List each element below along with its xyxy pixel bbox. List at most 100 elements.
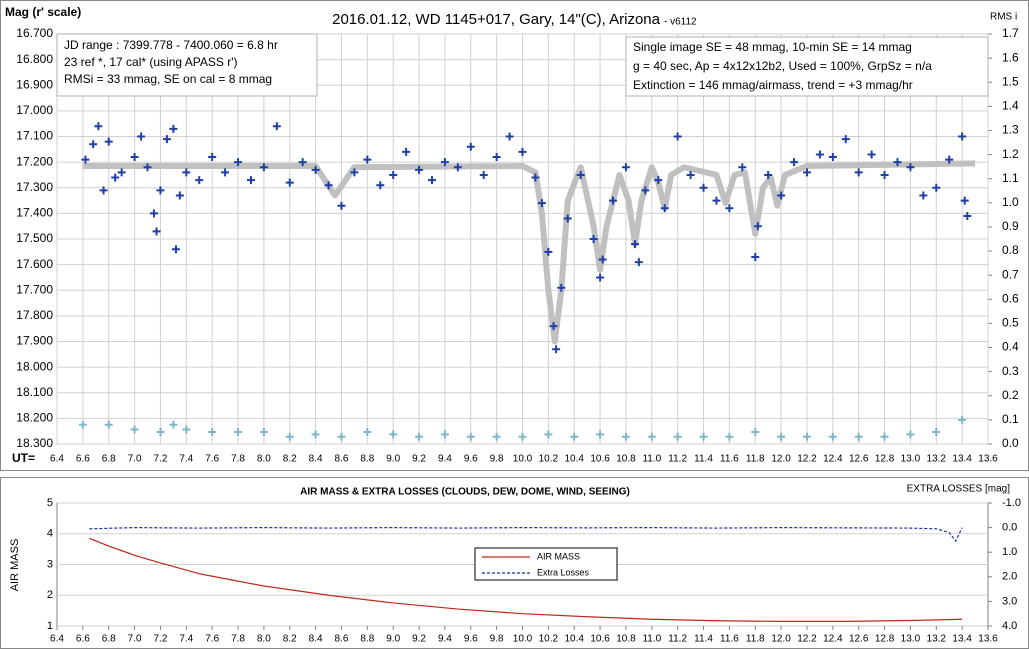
data-point [518, 432, 527, 441]
data-point [298, 158, 307, 167]
data-point [208, 153, 217, 161]
data-point [647, 432, 656, 441]
x-tick-label: 7.2 [153, 634, 167, 645]
x-tick-label: 8.0 [257, 454, 271, 465]
data-point [777, 191, 786, 200]
x-tick-label: 12.8 [875, 454, 895, 465]
data-point [234, 427, 243, 436]
y-tick-label: 18.300 [16, 436, 53, 450]
data-point [440, 430, 449, 439]
y2-tick-label: 1.5 [1002, 74, 1019, 88]
y2-tick-label: 1.4 [1002, 99, 1019, 113]
data-point [932, 183, 941, 192]
data-point [78, 420, 87, 429]
trend-line [89, 537, 963, 622]
x-tick-label: 11.4 [694, 634, 713, 645]
annotation-box [625, 36, 989, 97]
y-tick-label: 17.600 [16, 257, 53, 271]
data-point [156, 186, 165, 195]
data-point [137, 132, 146, 141]
data-point [854, 432, 863, 441]
y-tick-label: 18.000 [16, 359, 53, 373]
x-tick-label: 13.4 [952, 634, 972, 645]
data-point [117, 168, 126, 177]
y-tick-label: 16.900 [16, 77, 53, 91]
data-point [221, 168, 230, 177]
data-point [311, 430, 320, 439]
x-tick-label: 13.6 [978, 634, 998, 645]
data-point [738, 163, 747, 172]
data-point [777, 432, 786, 441]
data-point [130, 153, 139, 161]
data-point [712, 196, 721, 205]
data-point [492, 153, 501, 161]
data-point [285, 432, 294, 441]
x-tick-label: 9.0 [386, 634, 400, 645]
y-axis-label: AIR MASS [9, 539, 21, 592]
chart-title: AIR MASS & EXTRA LOSSES (CLOUDS, DEW, DO… [300, 487, 630, 498]
data-point [171, 245, 180, 254]
y2-tick-label: 3.0 [1002, 595, 1017, 607]
y2-tick-label: 1.3 [1002, 123, 1019, 137]
x-tick-label: 10.4 [564, 634, 584, 645]
data-point [466, 142, 475, 151]
x-tick-label: 7.8 [231, 454, 245, 465]
data-point [182, 168, 191, 177]
y-tick-label: 17.400 [16, 206, 53, 220]
data-point [337, 201, 346, 210]
annotation: Single image SE = 48 mmag, 10-min SE = 1… [633, 40, 912, 54]
data-point [828, 432, 837, 441]
x-tick-label: 8.6 [335, 454, 349, 465]
data-point [81, 155, 90, 164]
x-tick-label: 10.8 [616, 634, 636, 645]
x-tick-label: 12.4 [823, 454, 843, 465]
y2-tick-label: 0.7 [1002, 267, 1019, 281]
data-point [285, 178, 294, 187]
data-point [402, 147, 411, 156]
x-tick-label: 12.6 [849, 454, 869, 465]
x-tick-label: 8.4 [309, 454, 323, 465]
y2-tick-label: 0.1 [1002, 412, 1019, 426]
x-tick-label: 10.2 [539, 634, 559, 645]
data-point [389, 170, 398, 179]
data-point [549, 322, 558, 331]
data-point [589, 235, 598, 243]
data-point [753, 222, 762, 231]
data-point [660, 204, 669, 213]
x-tick-label: 8.4 [309, 634, 323, 645]
y2-tick-label: 0.4 [1002, 340, 1019, 354]
x-tick-label: 10.2 [539, 454, 559, 465]
data-point [764, 170, 773, 179]
y-tick-label: 17.800 [16, 308, 53, 322]
annotation: g = 40 sec, Ap = 4x12x12b2, Used = 100%,… [633, 59, 932, 73]
data-point [790, 158, 799, 167]
version: - v6112 [664, 17, 697, 28]
x-tick-label: 11.0 [642, 454, 661, 465]
y-axis-label: Mag (r' scale) [5, 5, 81, 19]
y2-tick-label: 0.6 [1002, 291, 1019, 305]
data-point [630, 240, 639, 249]
y2-tick-label: 1.6 [1002, 50, 1019, 64]
data-point [234, 158, 243, 167]
data-point [169, 420, 178, 429]
data-point [958, 132, 967, 141]
data-point [673, 132, 682, 141]
y2-tick-label: 2.0 [1002, 571, 1017, 583]
data-point [634, 258, 643, 267]
annotation: Extinction = 146 mmag/airmass, trend = +… [633, 78, 913, 92]
x-tick-label: 13.0 [901, 454, 921, 465]
y-tick-label: 17.700 [16, 282, 53, 296]
data-point [427, 176, 436, 185]
x-tick-label: 6.8 [102, 634, 116, 645]
x-tick-label: 6.4 [50, 454, 64, 465]
data-point [415, 165, 424, 174]
data-point [945, 155, 954, 164]
data-point [699, 183, 708, 192]
x-tick-label: 6.8 [102, 454, 116, 465]
data-point [208, 427, 217, 436]
data-point [104, 420, 113, 429]
x-tick-label: 10.0 [513, 454, 533, 465]
y2-axis-label: RMS i [990, 12, 1017, 23]
data-point [111, 173, 120, 182]
x-tick-label: 13.0 [901, 634, 921, 645]
